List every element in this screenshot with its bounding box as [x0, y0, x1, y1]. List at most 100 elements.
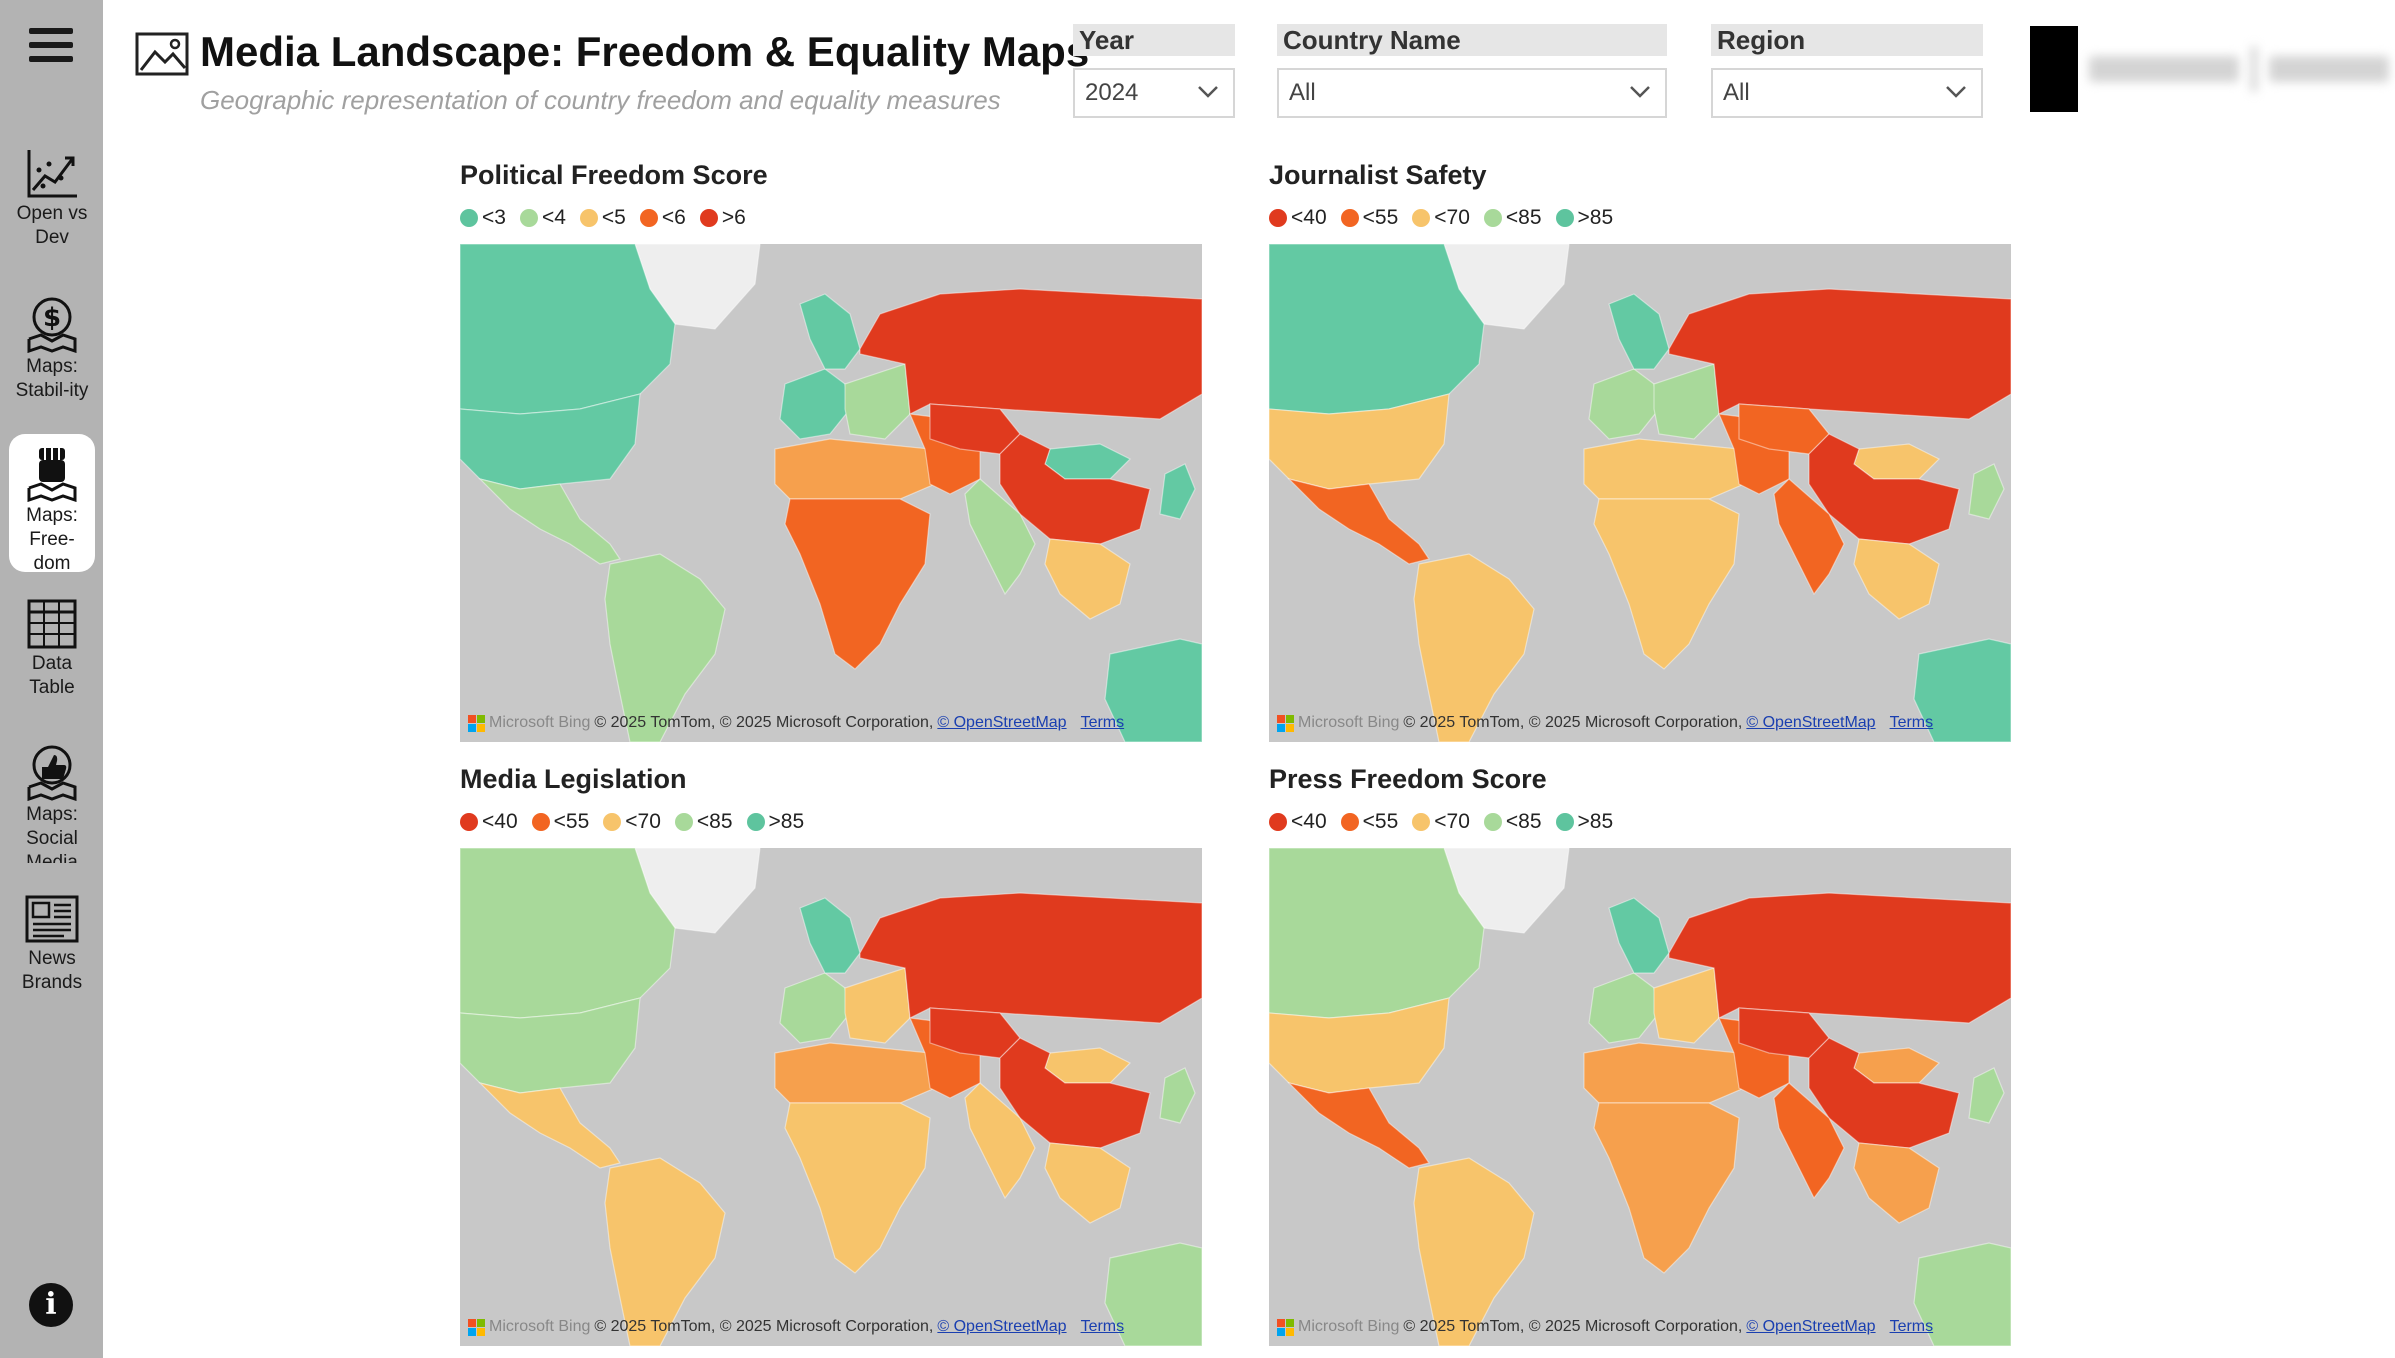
nav-item-news-brands[interactable]: News Brands [9, 883, 95, 1003]
legend-item[interactable]: <70 [1412, 206, 1470, 230]
map-region-russia[interactable] [1668, 288, 2011, 420]
map-region-canada[interactable] [1269, 244, 1485, 415]
map-region-usa[interactable] [460, 997, 641, 1094]
openstreetmap-link[interactable]: © OpenStreetMap [937, 1318, 1067, 1335]
map-region-west-eu[interactable] [1588, 972, 1660, 1044]
map-region-east-eu[interactable] [844, 363, 911, 440]
nav-item-maps-freedom[interactable]: Maps: Free-dom [9, 434, 95, 572]
map-journalist-safety[interactable]: Microsoft Bing © 2025 TomTom, © 2025 Micr… [1269, 244, 2011, 742]
map-region-sub-africa[interactable] [784, 1102, 931, 1274]
openstreetmap-link[interactable]: © OpenStreetMap [1746, 1318, 1876, 1335]
map-region-east-eu[interactable] [844, 967, 911, 1044]
map-press-freedom[interactable]: Microsoft Bing © 2025 TomTom, © 2025 Micr… [1269, 848, 2011, 1346]
user-avatar[interactable] [2030, 26, 2078, 112]
legend-item[interactable]: >85 [746, 810, 804, 834]
map-region-russia[interactable] [859, 288, 1202, 420]
legend-item[interactable]: <55 [531, 810, 589, 834]
map-region-oceania[interactable] [1913, 638, 2011, 742]
map-region-north-africa[interactable] [1583, 438, 1745, 500]
legend-item[interactable]: <70 [603, 810, 661, 834]
legend-item[interactable]: <40 [1269, 810, 1327, 834]
legend-item[interactable]: <85 [1483, 206, 1542, 230]
map-region-oceania[interactable] [1104, 1242, 1202, 1346]
nav-item-open-vs-dev[interactable]: Open vs Dev [9, 138, 95, 275]
map-region-sub-africa[interactable] [784, 498, 931, 670]
map-region-mexico-ca[interactable] [1287, 1081, 1430, 1169]
map-region-west-eu[interactable] [1588, 368, 1660, 440]
map-region-china[interactable] [999, 1037, 1151, 1149]
map-region-usa[interactable] [1269, 393, 1450, 490]
region-dropdown[interactable]: All [1711, 68, 1983, 118]
map-region-sub-africa[interactable] [1593, 1102, 1740, 1274]
map-region-india[interactable] [964, 478, 1036, 596]
map-region-russia[interactable] [859, 892, 1202, 1024]
legend-item[interactable]: >85 [1555, 810, 1613, 834]
map-region-oceania[interactable] [1104, 638, 1202, 742]
map-region-india[interactable] [964, 1082, 1036, 1200]
legend-item[interactable]: <5 [579, 206, 626, 230]
legend-item[interactable]: <70 [1412, 810, 1470, 834]
map-region-se-asia[interactable] [1044, 1142, 1131, 1224]
map-region-japan[interactable] [1968, 463, 2005, 520]
map-region-se-asia[interactable] [1853, 1142, 1940, 1224]
map-region-scandinavia[interactable] [1608, 897, 1670, 974]
map-region-canada[interactable] [460, 244, 676, 415]
map-region-japan[interactable] [1968, 1067, 2005, 1124]
map-region-mexico-ca[interactable] [478, 1081, 621, 1169]
nav-item-maps-stability[interactable]: $ Maps: Stabil-ity [9, 285, 95, 415]
legend-item[interactable]: <4 [519, 206, 566, 230]
legend-item[interactable]: <55 [1340, 810, 1398, 834]
legend-item[interactable]: <55 [1340, 206, 1398, 230]
map-region-mexico-ca[interactable] [1287, 477, 1430, 565]
map-region-south-am[interactable] [1413, 553, 1535, 742]
terms-link[interactable]: Terms [1889, 714, 1934, 731]
map-region-usa[interactable] [1269, 997, 1450, 1094]
legend-item[interactable]: <40 [460, 810, 518, 834]
map-region-china[interactable] [999, 433, 1151, 545]
map-region-se-asia[interactable] [1044, 538, 1131, 620]
map-region-china[interactable] [1808, 1037, 1960, 1149]
map-region-north-africa[interactable] [774, 438, 936, 500]
map-region-china[interactable] [1808, 433, 1960, 545]
map-region-usa[interactable] [460, 393, 641, 490]
legend-item[interactable]: <85 [674, 810, 733, 834]
map-region-north-africa[interactable] [774, 1042, 936, 1104]
map-region-east-eu[interactable] [1653, 363, 1720, 440]
nav-item-maps-social-media[interactable]: Maps: Social Media [9, 733, 95, 863]
country-dropdown[interactable]: All [1277, 68, 1667, 118]
legend-item[interactable]: >85 [1555, 206, 1613, 230]
terms-link[interactable]: Terms [1889, 1318, 1934, 1335]
map-region-se-asia[interactable] [1853, 538, 1940, 620]
legend-item[interactable]: <6 [639, 206, 686, 230]
legend-item[interactable]: <85 [1483, 810, 1542, 834]
legend-item[interactable]: >6 [699, 206, 746, 230]
hamburger-menu-icon[interactable] [29, 28, 73, 68]
info-icon[interactable]: i [29, 1283, 73, 1327]
legend-item[interactable]: <40 [1269, 206, 1327, 230]
map-political-freedom[interactable]: Microsoft Bing © 2025 TomTom, © 2025 Micr… [460, 244, 1202, 742]
legend-item[interactable]: <3 [460, 206, 506, 230]
map-region-oceania[interactable] [1913, 1242, 2011, 1346]
map-region-south-am[interactable] [1413, 1157, 1535, 1346]
map-region-sub-africa[interactable] [1593, 498, 1740, 670]
map-region-india[interactable] [1773, 1082, 1845, 1200]
map-region-canada[interactable] [460, 848, 676, 1019]
map-region-scandinavia[interactable] [1608, 293, 1670, 370]
map-region-west-eu[interactable] [779, 972, 851, 1044]
map-region-east-eu[interactable] [1653, 967, 1720, 1044]
openstreetmap-link[interactable]: © OpenStreetMap [937, 714, 1067, 731]
map-region-north-africa[interactable] [1583, 1042, 1745, 1104]
year-dropdown[interactable]: 2024 [1073, 68, 1235, 118]
map-region-mexico-ca[interactable] [478, 477, 621, 565]
map-region-japan[interactable] [1159, 463, 1196, 520]
terms-link[interactable]: Terms [1080, 1318, 1125, 1335]
openstreetmap-link[interactable]: © OpenStreetMap [1746, 714, 1876, 731]
map-region-scandinavia[interactable] [799, 897, 861, 974]
map-region-scandinavia[interactable] [799, 293, 861, 370]
nav-item-data-table[interactable]: Data Table [9, 588, 95, 708]
map-region-south-am[interactable] [604, 1157, 726, 1346]
map-region-south-am[interactable] [604, 553, 726, 742]
map-media-legislation[interactable]: Microsoft Bing © 2025 TomTom, © 2025 Micr… [460, 848, 1202, 1346]
map-region-india[interactable] [1773, 478, 1845, 596]
terms-link[interactable]: Terms [1080, 714, 1125, 731]
